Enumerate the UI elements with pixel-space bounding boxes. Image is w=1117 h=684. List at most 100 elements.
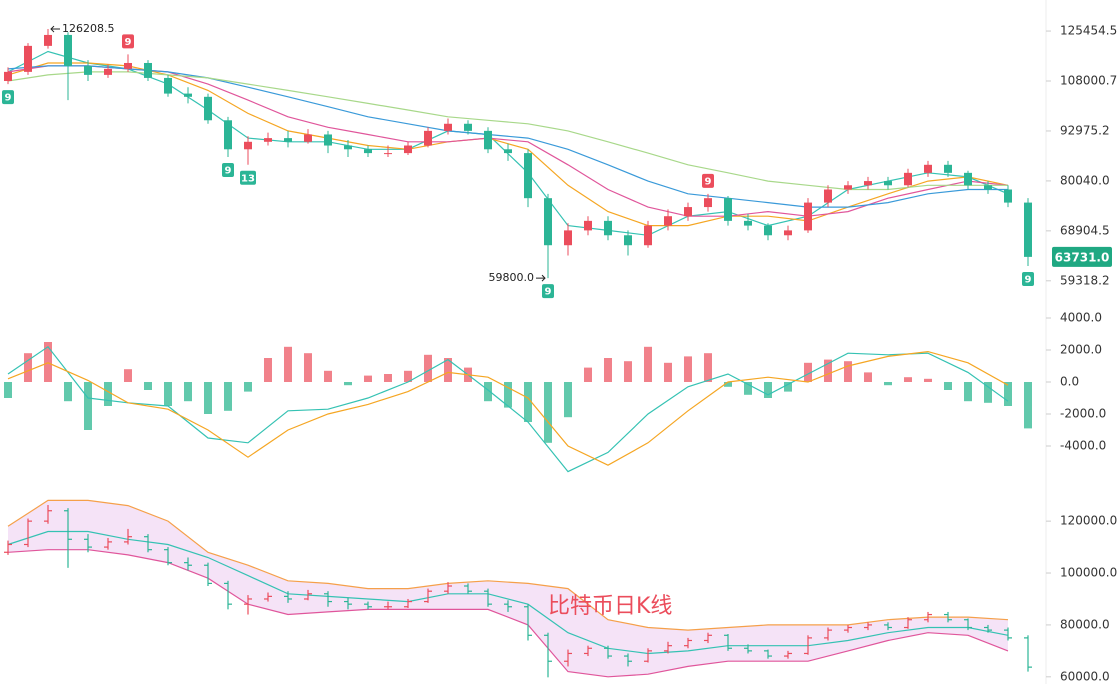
macd-bar [64,382,72,402]
candle-body [924,164,932,173]
macd-bar [484,382,492,402]
candle-body [904,172,912,186]
macd-bar [624,361,632,382]
y-tick-label: -2000.0 [1060,407,1106,421]
td-label: 9 [545,287,552,298]
td-marker [702,173,714,188]
candle-body [124,62,132,69]
indicator-line [7,549,1009,678]
candle-body [684,207,692,217]
macd-bar [544,382,552,443]
candle-body [664,216,672,226]
macd-bar [104,382,112,406]
candle-body [184,93,192,97]
macd-bar [324,370,332,382]
y-tick-label: 108000.7 [1060,74,1117,88]
candle-body [84,65,92,75]
td-marker [240,170,256,185]
candle-body [984,185,992,190]
macd-bar [444,358,452,382]
y-tick-label: 59318.2 [1060,273,1110,287]
td-label: 13 [241,173,255,184]
macd-bar [584,367,592,382]
macd-bar [404,370,412,382]
macd-bar [564,382,572,418]
td-marker [2,90,14,105]
candle-body [864,181,872,186]
y-tick-label: 4000.0 [1060,311,1102,325]
candle-body [264,138,272,142]
macd-bar [284,346,292,382]
macd-bar [164,382,172,406]
candle-body [364,149,372,154]
candle-body [404,145,412,154]
macd-bar [684,356,692,382]
candle-body [844,185,852,190]
td-label: 9 [225,165,232,176]
candle-body [4,71,12,82]
candle-body [104,68,112,75]
candle-body [144,62,152,78]
candle-body [504,149,512,154]
macd-bar [784,382,792,392]
macd-bar [904,377,912,382]
candle-body [524,153,532,199]
macd-bar [964,382,972,402]
y-tick-label: 0.0 [1060,375,1079,389]
indicator-line [7,345,1009,473]
macd-bar [504,382,512,408]
low-label: 59800.0 [489,271,535,284]
macd-bar [184,382,192,402]
macd-bar [4,382,12,398]
macd-bar [924,378,932,382]
macd-bar [664,362,672,382]
td-label: 9 [125,37,132,48]
macd-bar [244,382,252,392]
macd-bar [864,372,872,382]
candle-body [244,141,252,150]
macd-bar [844,361,852,382]
macd-bar [944,382,952,390]
td-marker [222,162,234,177]
candle-body [624,235,632,246]
macd-bar [744,382,752,395]
y-tick-label: 2000.0 [1060,343,1102,357]
high-label: 126208.5 [62,22,115,35]
indicator-line [7,530,1009,655]
indicator-line [7,65,1009,217]
candle-body [704,198,712,208]
td-marker [122,34,134,49]
candle-body [604,220,612,236]
td-label: 9 [5,93,12,104]
macd-bar [124,369,132,382]
macd-bar [1024,382,1032,429]
macd-bar [264,358,272,382]
indicator-line [7,499,1009,631]
indicator-line [7,65,1008,208]
macd-bar [984,382,992,403]
candle-body [164,77,172,94]
candle-body [44,34,52,46]
macd-bar [524,382,532,422]
candle-body [744,220,752,226]
candle-body [464,123,472,131]
candle-body [444,123,452,131]
last-price-label: 63731.0 [1055,250,1110,264]
y-tick-label: -4000.0 [1060,439,1106,453]
candle-body [1024,202,1032,257]
macd-bar [424,354,432,382]
indicator-line [7,350,1009,466]
candle-body [484,130,492,150]
candle-body [764,225,772,236]
macd-bar [704,353,712,382]
y-tick-label: 68904.5 [1060,223,1110,237]
candle-body [344,145,352,150]
band-fill [8,500,1008,677]
macd-bar [364,375,372,382]
indicator-line [7,71,1008,191]
macd-bar [604,358,612,382]
td-label: 9 [705,176,712,187]
macd-bar [304,353,312,382]
candle-body [24,45,32,72]
